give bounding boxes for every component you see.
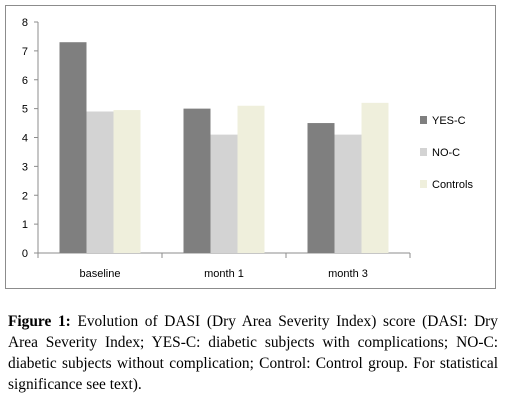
legend-label: YES-C — [432, 115, 466, 127]
bar-controls-month-1 — [237, 105, 265, 253]
y-tick-label: 1 — [22, 219, 28, 231]
y-tick-label: 4 — [22, 133, 28, 145]
caption-label: Figure 1: — [8, 313, 71, 330]
bar-controls-baseline — [113, 110, 141, 253]
x-tick-label: month 1 — [204, 268, 244, 280]
bar-controls-month-3 — [361, 102, 389, 253]
chart-legend: YES-C NO-C Controls — [420, 115, 473, 191]
legend-swatch — [420, 148, 427, 156]
x-tick-label: month 3 — [328, 268, 368, 280]
bar-no-c-month-3 — [334, 134, 362, 253]
caption-text: Evolution of DASI (Dry Area Severity Ind… — [8, 313, 498, 393]
x-tick-label: baseline — [80, 268, 121, 280]
bar-yes-c-month-3 — [307, 123, 335, 253]
y-tick-label: 6 — [22, 75, 28, 87]
legend-label: NO-C — [432, 147, 460, 159]
legend-swatch — [420, 180, 427, 188]
bar-yes-c-month-1 — [183, 108, 211, 253]
figure-caption: Figure 1: Evolution of DASI (Dry Area Se… — [8, 311, 498, 395]
y-tick-label: 8 — [22, 17, 28, 29]
bar-no-c-baseline — [86, 111, 114, 253]
y-tick-label: 5 — [22, 104, 28, 116]
chart-bars — [59, 42, 389, 254]
y-tick-label: 2 — [22, 190, 28, 202]
y-tick-label: 7 — [22, 46, 28, 58]
y-tick-label: 0 — [22, 248, 28, 260]
bar-no-c-month-1 — [210, 134, 238, 253]
chart-axes: 0 1 2 3 4 5 6 7 8 baseline month 1 month 3 — [22, 17, 411, 280]
y-tick-label: 3 — [22, 161, 28, 173]
bar-yes-c-baseline — [59, 42, 87, 254]
legend-swatch — [420, 116, 427, 124]
chart-frame: 0 1 2 3 4 5 6 7 8 baseline month 1 month 3 YES-C NO-… — [5, 5, 496, 289]
legend-label: Controls — [432, 179, 473, 191]
bar-chart: 0 1 2 3 4 5 6 7 8 baseline month 1 month 3 YES-C NO-… — [22, 17, 474, 280]
